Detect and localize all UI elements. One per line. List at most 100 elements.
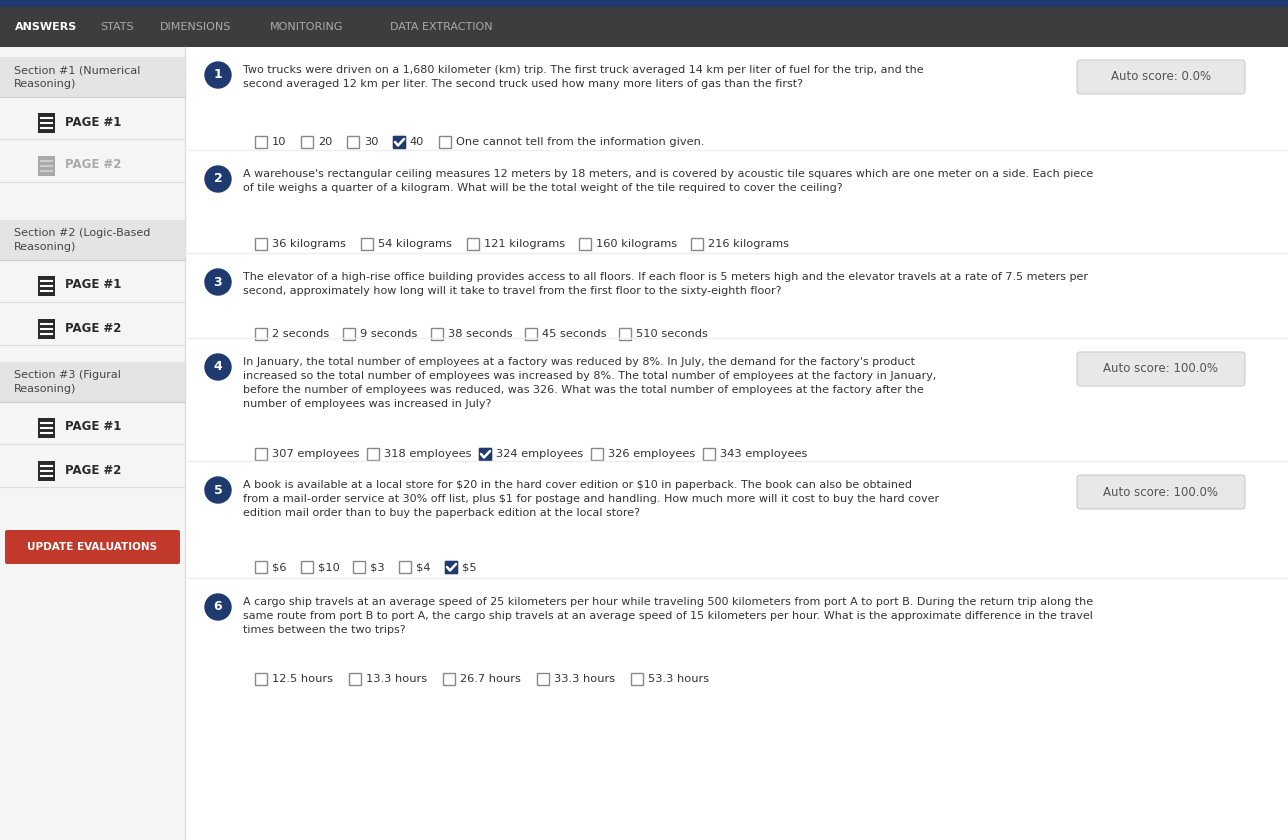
FancyBboxPatch shape bbox=[393, 136, 404, 148]
Text: 4: 4 bbox=[214, 360, 223, 374]
Text: 10: 10 bbox=[272, 137, 286, 147]
Text: 45 seconds: 45 seconds bbox=[542, 329, 607, 339]
Circle shape bbox=[205, 62, 231, 88]
Circle shape bbox=[205, 477, 231, 503]
Text: PAGE #1: PAGE #1 bbox=[64, 115, 121, 129]
Text: 38 seconds: 38 seconds bbox=[448, 329, 513, 339]
FancyBboxPatch shape bbox=[580, 238, 591, 250]
FancyBboxPatch shape bbox=[185, 47, 1288, 840]
FancyBboxPatch shape bbox=[479, 448, 491, 460]
Text: Auto score: 100.0%: Auto score: 100.0% bbox=[1104, 363, 1218, 375]
Text: 30: 30 bbox=[365, 137, 379, 147]
FancyBboxPatch shape bbox=[0, 220, 185, 260]
Text: Section #1 (Numerical
Reasoning): Section #1 (Numerical Reasoning) bbox=[14, 66, 140, 88]
FancyBboxPatch shape bbox=[1077, 60, 1245, 94]
FancyBboxPatch shape bbox=[39, 418, 55, 438]
Text: 26.7 hours: 26.7 hours bbox=[460, 674, 520, 684]
Text: STATS: STATS bbox=[100, 22, 134, 32]
Circle shape bbox=[205, 354, 231, 380]
FancyBboxPatch shape bbox=[346, 136, 359, 148]
Text: The elevator of a high-rise office building provides access to all floors. If ea: The elevator of a high-rise office build… bbox=[243, 272, 1088, 296]
Text: Section #3 (Figural
Reasoning): Section #3 (Figural Reasoning) bbox=[14, 370, 121, 394]
FancyBboxPatch shape bbox=[39, 276, 55, 296]
FancyBboxPatch shape bbox=[620, 328, 631, 340]
Text: UPDATE EVALUATIONS: UPDATE EVALUATIONS bbox=[27, 542, 157, 552]
Text: 2: 2 bbox=[214, 172, 223, 186]
Text: Auto score: 0.0%: Auto score: 0.0% bbox=[1112, 71, 1211, 83]
Text: \$5: \$5 bbox=[462, 562, 477, 572]
FancyBboxPatch shape bbox=[393, 136, 404, 148]
FancyBboxPatch shape bbox=[255, 328, 267, 340]
Text: PAGE #2: PAGE #2 bbox=[64, 159, 121, 171]
FancyBboxPatch shape bbox=[255, 136, 267, 148]
Text: 307 employees: 307 employees bbox=[272, 449, 359, 459]
Text: 1: 1 bbox=[214, 69, 223, 81]
Text: 12.5 hours: 12.5 hours bbox=[272, 674, 334, 684]
FancyBboxPatch shape bbox=[353, 561, 365, 573]
Text: PAGE #2: PAGE #2 bbox=[64, 464, 121, 476]
FancyBboxPatch shape bbox=[439, 136, 451, 148]
Text: One cannot tell from the information given.: One cannot tell from the information giv… bbox=[456, 137, 705, 147]
FancyBboxPatch shape bbox=[255, 448, 267, 460]
FancyBboxPatch shape bbox=[5, 530, 180, 564]
FancyBboxPatch shape bbox=[255, 238, 267, 250]
FancyBboxPatch shape bbox=[703, 448, 715, 460]
FancyBboxPatch shape bbox=[301, 561, 313, 573]
Text: 510 seconds: 510 seconds bbox=[636, 329, 708, 339]
Text: 6: 6 bbox=[214, 601, 223, 613]
Text: Auto score: 100.0%: Auto score: 100.0% bbox=[1104, 486, 1218, 498]
Text: \$10: \$10 bbox=[318, 562, 340, 572]
FancyBboxPatch shape bbox=[399, 561, 411, 573]
FancyBboxPatch shape bbox=[39, 156, 55, 176]
FancyBboxPatch shape bbox=[255, 561, 267, 573]
FancyBboxPatch shape bbox=[443, 673, 455, 685]
Text: 324 employees: 324 employees bbox=[496, 449, 583, 459]
Text: A cargo ship travels at an average speed of 25 kilometers per hour while traveli: A cargo ship travels at an average speed… bbox=[243, 597, 1094, 635]
Text: PAGE #1: PAGE #1 bbox=[64, 421, 121, 433]
FancyBboxPatch shape bbox=[367, 448, 379, 460]
Text: 53.3 hours: 53.3 hours bbox=[648, 674, 710, 684]
FancyBboxPatch shape bbox=[39, 113, 55, 133]
Text: In January, the total number of employees at a factory was reduced by 8%. In Jul: In January, the total number of employee… bbox=[243, 357, 936, 409]
FancyBboxPatch shape bbox=[301, 136, 313, 148]
FancyBboxPatch shape bbox=[0, 47, 185, 840]
FancyBboxPatch shape bbox=[255, 673, 267, 685]
FancyBboxPatch shape bbox=[526, 328, 537, 340]
FancyBboxPatch shape bbox=[690, 238, 703, 250]
Circle shape bbox=[205, 166, 231, 192]
Text: 343 employees: 343 employees bbox=[720, 449, 808, 459]
Text: MONITORING: MONITORING bbox=[270, 22, 344, 32]
FancyBboxPatch shape bbox=[537, 673, 549, 685]
FancyBboxPatch shape bbox=[39, 319, 55, 339]
Text: 54 kilograms: 54 kilograms bbox=[377, 239, 452, 249]
FancyBboxPatch shape bbox=[343, 328, 355, 340]
Circle shape bbox=[205, 269, 231, 295]
Text: 5: 5 bbox=[214, 484, 223, 496]
Text: A book is available at a local store for \$20 in the hard cover edition or \$10 : A book is available at a local store for… bbox=[243, 480, 939, 518]
FancyBboxPatch shape bbox=[444, 561, 457, 573]
FancyBboxPatch shape bbox=[349, 673, 361, 685]
Text: \$4: \$4 bbox=[416, 562, 430, 572]
Text: DATA EXTRACTION: DATA EXTRACTION bbox=[390, 22, 492, 32]
FancyBboxPatch shape bbox=[591, 448, 603, 460]
Text: 33.3 hours: 33.3 hours bbox=[554, 674, 616, 684]
FancyBboxPatch shape bbox=[0, 57, 185, 97]
FancyBboxPatch shape bbox=[0, 7, 1288, 47]
Text: 40: 40 bbox=[410, 137, 424, 147]
FancyBboxPatch shape bbox=[444, 561, 457, 573]
Text: 3: 3 bbox=[214, 276, 223, 288]
Text: DIMENSIONS: DIMENSIONS bbox=[160, 22, 232, 32]
Text: 326 employees: 326 employees bbox=[608, 449, 696, 459]
Text: \$6: \$6 bbox=[272, 562, 286, 572]
Text: A warehouse's rectangular ceiling measures 12 meters by 18 meters, and is covere: A warehouse's rectangular ceiling measur… bbox=[243, 169, 1094, 193]
Circle shape bbox=[205, 594, 231, 620]
Text: Section #2 (Logic-Based
Reasoning): Section #2 (Logic-Based Reasoning) bbox=[14, 228, 151, 252]
FancyBboxPatch shape bbox=[39, 461, 55, 481]
Text: \$3: \$3 bbox=[370, 562, 385, 572]
Text: Two trucks were driven on a 1,680 kilometer (km) trip. The first truck averaged : Two trucks were driven on a 1,680 kilome… bbox=[243, 65, 923, 89]
FancyBboxPatch shape bbox=[431, 328, 443, 340]
Text: ANSWERS: ANSWERS bbox=[15, 22, 77, 32]
FancyBboxPatch shape bbox=[361, 238, 374, 250]
Text: PAGE #1: PAGE #1 bbox=[64, 279, 121, 291]
Text: 121 kilograms: 121 kilograms bbox=[484, 239, 565, 249]
